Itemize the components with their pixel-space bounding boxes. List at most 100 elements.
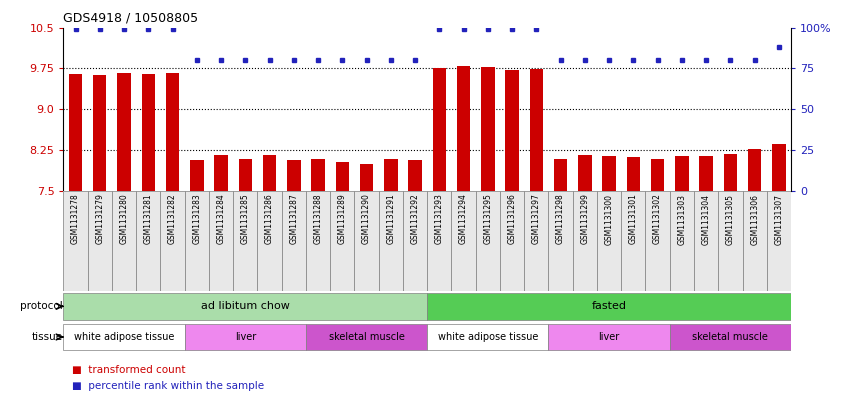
Bar [330,191,354,291]
Bar [112,191,136,291]
Text: GSM1131286: GSM1131286 [265,194,274,244]
Text: GSM1131284: GSM1131284 [217,194,226,244]
Bar [214,155,228,191]
Bar [161,191,184,291]
Text: GSM1131282: GSM1131282 [168,194,177,244]
Bar [645,191,670,291]
Text: protocol: protocol [19,301,63,311]
Bar [360,164,373,191]
Bar [379,191,403,291]
Text: ■  transformed count: ■ transformed count [72,365,185,375]
Bar [63,324,184,350]
Bar [118,73,131,191]
Bar [427,324,548,350]
Bar [675,156,689,191]
Text: ■  percentile rank within the sample: ■ percentile rank within the sample [72,381,264,391]
Bar [500,191,525,291]
Bar [63,191,88,291]
Text: GSM1131290: GSM1131290 [362,194,371,244]
Bar [427,293,791,320]
Bar [93,75,107,191]
Text: GSM1131298: GSM1131298 [556,194,565,244]
Bar [403,191,427,291]
Text: GSM1131295: GSM1131295 [483,194,492,244]
Bar [670,191,694,291]
Bar [282,191,306,291]
Bar [694,191,718,291]
Text: GSM1131301: GSM1131301 [629,194,638,244]
Bar [69,74,82,191]
Bar [88,191,112,291]
Text: GSM1131293: GSM1131293 [435,194,444,244]
Bar [432,68,446,191]
Bar [257,191,282,291]
Text: GSM1131289: GSM1131289 [338,194,347,244]
Bar [651,158,664,191]
Text: GSM1131303: GSM1131303 [678,194,686,244]
Text: GSM1131297: GSM1131297 [532,194,541,244]
Bar [306,324,427,350]
Bar [384,158,398,191]
Bar [621,191,645,291]
Text: GSM1131278: GSM1131278 [71,194,80,244]
Text: white adipose tissue: white adipose tissue [437,332,538,342]
Bar [136,191,161,291]
Text: GSM1131306: GSM1131306 [750,194,759,244]
Bar [743,191,766,291]
Text: GSM1131283: GSM1131283 [192,194,201,244]
Bar [481,67,495,191]
Bar [311,159,325,191]
Bar [287,160,300,191]
Bar [718,191,743,291]
Text: GSM1131307: GSM1131307 [774,194,783,244]
Bar [141,74,155,191]
Text: skeletal muscle: skeletal muscle [692,332,768,342]
Bar [336,162,349,191]
Bar [239,159,252,191]
Bar [772,144,786,191]
Bar [525,191,548,291]
Bar [573,191,597,291]
Bar [166,73,179,191]
Text: GSM1131281: GSM1131281 [144,194,153,244]
Bar [670,324,791,350]
Bar [530,69,543,191]
Text: liver: liver [598,332,620,342]
Bar [190,160,204,191]
Text: GSM1131285: GSM1131285 [241,194,250,244]
Bar [700,156,713,191]
Text: liver: liver [234,332,256,342]
Text: GSM1131287: GSM1131287 [289,194,299,244]
Bar [554,158,568,191]
Bar [63,293,427,320]
Bar [209,191,233,291]
Bar [505,70,519,191]
Text: GDS4918 / 10508805: GDS4918 / 10508805 [63,12,199,25]
Text: GSM1131291: GSM1131291 [387,194,395,244]
Bar [627,158,640,191]
Bar [263,155,277,191]
Bar [578,155,591,191]
Text: GSM1131288: GSM1131288 [314,194,322,244]
Text: GSM1131302: GSM1131302 [653,194,662,244]
Bar [602,156,616,191]
Text: GSM1131292: GSM1131292 [410,194,420,244]
Bar [748,149,761,191]
Bar [427,191,452,291]
Text: GSM1131300: GSM1131300 [605,194,613,244]
Bar [548,191,573,291]
Text: GSM1131294: GSM1131294 [459,194,468,244]
Bar [723,154,737,191]
Text: white adipose tissue: white adipose tissue [74,332,174,342]
Text: skeletal muscle: skeletal muscle [328,332,404,342]
Text: GSM1131304: GSM1131304 [701,194,711,244]
Bar [452,191,475,291]
Bar [354,191,379,291]
Bar [766,191,791,291]
Bar [548,324,670,350]
Text: GSM1131299: GSM1131299 [580,194,590,244]
Text: GSM1131296: GSM1131296 [508,194,517,244]
Bar [233,191,257,291]
Bar [184,324,306,350]
Text: GSM1131279: GSM1131279 [96,194,104,244]
